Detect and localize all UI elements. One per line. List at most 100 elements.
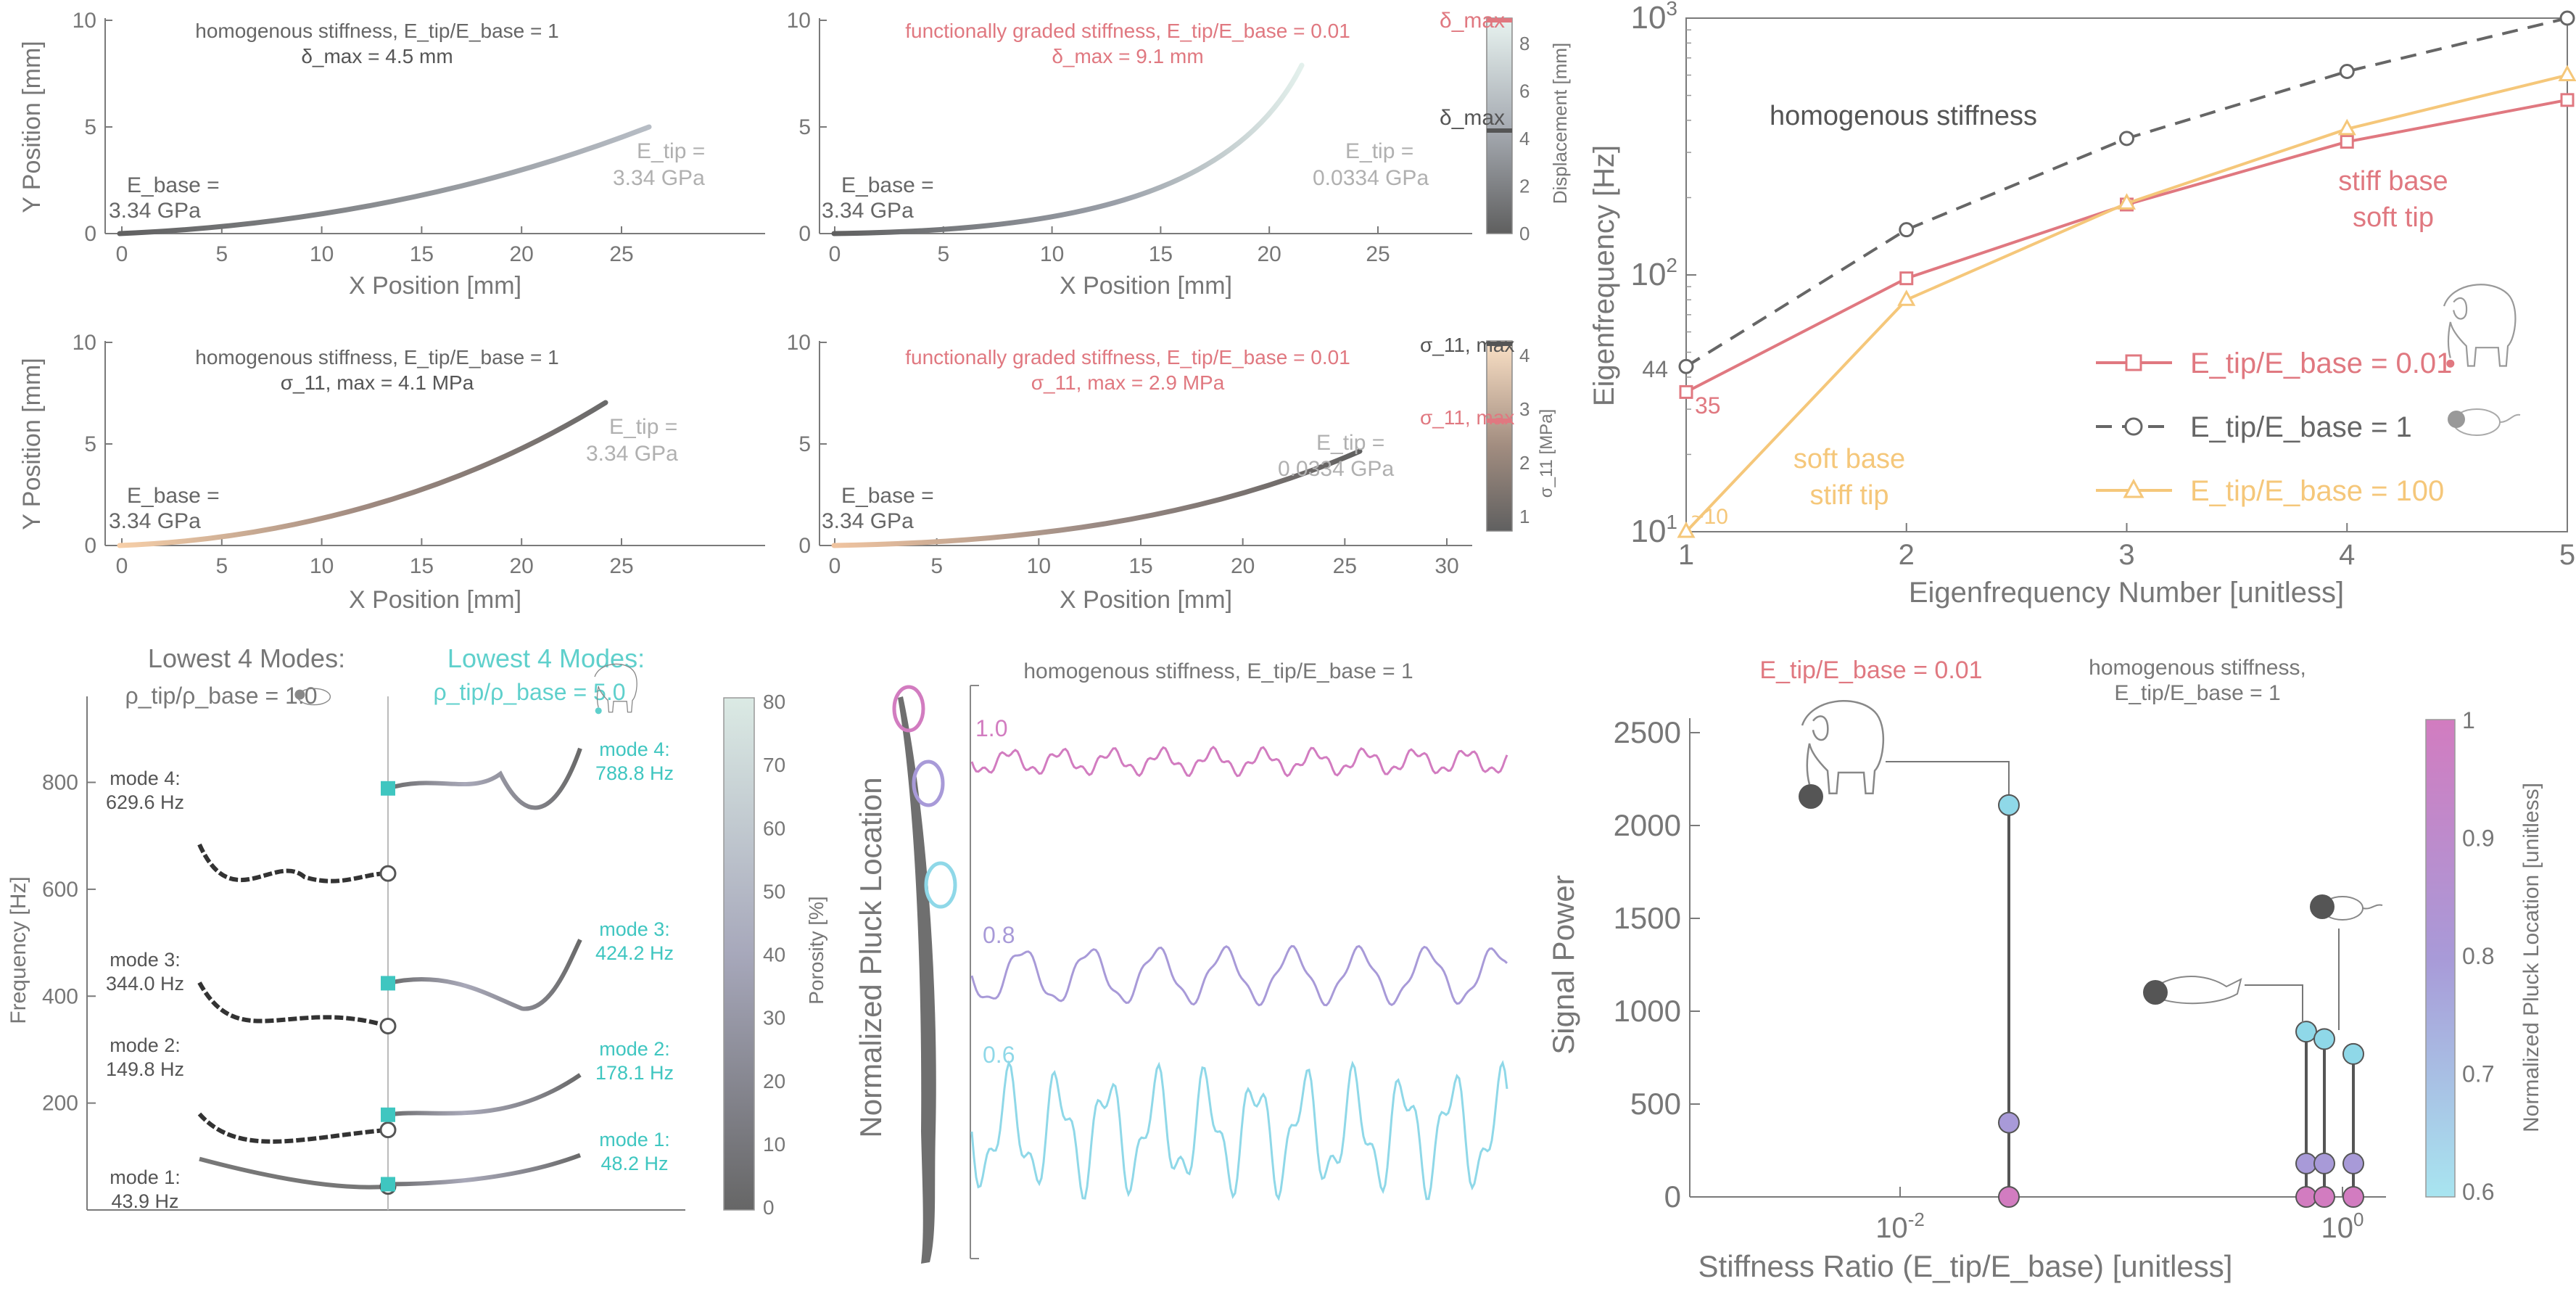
mouse-marker	[2310, 894, 2334, 919]
y-tick-label: 0	[798, 222, 811, 246]
annotation-soft-tip: soft tip	[2353, 202, 2434, 233]
x-tick-label: 0	[116, 242, 128, 266]
panel-title: functionally graded stiffness, E_tip/E_b…	[905, 20, 1350, 42]
left-mode-shape-3	[197, 981, 389, 1029]
left-mode-marker-3	[379, 1018, 397, 1035]
y-tick-label: 0	[1664, 1180, 1681, 1214]
y-tick-label: 103	[1630, 0, 1677, 36]
tip-value: 3.34 GPa	[613, 166, 705, 190]
y-tick-label: 5	[798, 432, 811, 456]
data-point-s1-1	[1899, 222, 1915, 238]
annotation-homogenous: homogenous stiffness	[1770, 101, 2037, 131]
y-tick-label: 5	[798, 115, 811, 139]
x-axis-label: X Position [mm]	[349, 272, 521, 300]
x-tick-label: 20	[1231, 554, 1255, 578]
elephant-icon	[594, 663, 637, 715]
y-tick-label: 200	[42, 1092, 78, 1116]
y-tick-label: 10	[73, 9, 96, 33]
colorbar-tick-label: 0	[763, 1196, 775, 1219]
x-axis-label: X Position [mm]	[1060, 586, 1232, 614]
x-tick-label: 15	[1149, 242, 1173, 266]
elephant-marker	[1799, 784, 1823, 809]
legend: E_tip/E_base = 0.01 E_tip/E_base = 1 E_tip…	[2096, 347, 2452, 507]
x-tick-label: 5	[215, 554, 228, 578]
stem-point-1-2	[2295, 1186, 2317, 1208]
x-tick-label: 10	[310, 242, 334, 266]
y-tick-label: 10	[73, 331, 96, 355]
x-tick-label: 15	[410, 554, 434, 578]
data-point-s1-0	[1678, 358, 1694, 374]
pluck-trace-label: 0.8	[983, 922, 1015, 948]
x-tick-label: 5	[930, 554, 943, 578]
colorbar-tick-label: 2	[1519, 176, 1530, 197]
right-mode-shape-4	[387, 747, 582, 810]
mouse-icon	[2448, 408, 2521, 436]
data-point-s2-2	[2117, 193, 2137, 210]
right-mode-freq: 178.1 Hz	[595, 1062, 674, 1084]
colorbar-tick-label: 80	[763, 691, 785, 713]
panel-metric: δ_max = 9.1 mm	[1052, 45, 1203, 67]
colorbar-tick-label: 3	[1519, 398, 1530, 420]
y-tick-label: 1000	[1614, 994, 1681, 1028]
label-35: 35	[1695, 392, 1721, 419]
tip-label: E_tip =	[1316, 431, 1384, 455]
legend-label: E_tip/E_base = 100	[2190, 475, 2444, 507]
colorbar-tick-label: 8	[1519, 33, 1530, 54]
colorbar-tick-label: 0.7	[2462, 1061, 2494, 1087]
colorbar-tick-label: 40	[763, 944, 785, 966]
right-mode-freq: 788.8 Hz	[595, 762, 674, 784]
stem-point-3-2	[2342, 1186, 2364, 1208]
right-mode-freq: 424.2 Hz	[595, 942, 674, 964]
colorbar-tick-label: 4	[1519, 345, 1530, 366]
tip-label: E_tip =	[1345, 139, 1413, 163]
base-label: E_base =	[127, 484, 220, 508]
pluck-trace-label: 0.6	[983, 1042, 1015, 1068]
y-axis-label: Normalized Pluck Location	[854, 777, 888, 1137]
annotation-soft-base: soft base	[1793, 444, 1905, 474]
x-tick-label: 0	[829, 554, 841, 578]
annotation-stiff-base: stiff base	[2338, 166, 2448, 197]
x-axis-label: Stiffness Ratio (E_tip/E_base) [unitless…	[1698, 1249, 2233, 1283]
x-tick-label: 1	[1678, 539, 1694, 571]
x-tick-label: 5	[2559, 539, 2575, 571]
right-mode-marker-4	[381, 781, 395, 796]
left-mode-name: mode 4:	[110, 767, 181, 789]
data-point-s2-0	[1677, 521, 1696, 538]
panel-pluck: homogenous stiffness, E_tip/E_base = 1 N…	[854, 659, 1508, 1264]
y-tick-label: 800	[42, 771, 78, 795]
y-tick-label: 500	[1630, 1087, 1681, 1121]
x-tick-label: 20	[510, 554, 534, 578]
right-mode-marker-2	[381, 1107, 395, 1122]
x-tick-label: 25	[1366, 242, 1390, 266]
y-tick-label: 5	[84, 432, 96, 456]
colorbar-tick-label: 20	[763, 1070, 785, 1092]
base-label: E_base =	[841, 173, 934, 197]
y-axis-label: Frequency [Hz]	[7, 876, 30, 1024]
right-ratio: ρ_tip/ρ_base = 5.0	[433, 679, 625, 705]
left-mode-name: mode 2:	[110, 1034, 181, 1056]
right-mode-name: mode 1:	[599, 1129, 670, 1150]
colorbar-tick-label: 50	[763, 880, 785, 902]
right-mode-name: mode 3:	[599, 918, 670, 940]
panel-displacement-homogenous: 0 5 10 15 20 25 0 5 10 homogenous stiffness, E_t…	[18, 9, 765, 300]
panel-metric: σ_11, max = 4.1 MPa	[281, 371, 474, 394]
x-tick-label: 100	[2321, 1209, 2364, 1244]
data-point-s2-4	[2558, 65, 2576, 82]
pluck-colorbar	[2425, 719, 2456, 1198]
y-tick-label: 5	[84, 115, 96, 139]
data-point-s1-3	[2339, 63, 2355, 79]
data-point-s0-3	[2340, 134, 2354, 149]
x-tick-label: 5	[937, 242, 949, 266]
colorbar-tick-label: 30	[763, 1007, 785, 1029]
x-tick-label: 20	[510, 242, 534, 266]
pluck-trace-label: 1.0	[975, 715, 1007, 741]
label-44: 44	[1642, 356, 1668, 382]
label-10: ~10	[1691, 505, 1728, 529]
y-axis-label: Signal Power	[1546, 875, 1580, 1054]
tip-value: 0.0334 GPa	[1313, 166, 1429, 190]
base-value: 3.34 GPa	[109, 509, 201, 533]
left-title: Lowest 4 Modes:	[148, 643, 345, 673]
panel-metric: σ_11, max = 2.9 MPa	[1031, 371, 1225, 394]
data-point-s0-4	[2560, 93, 2575, 107]
x-tick-label: 0	[829, 242, 841, 266]
